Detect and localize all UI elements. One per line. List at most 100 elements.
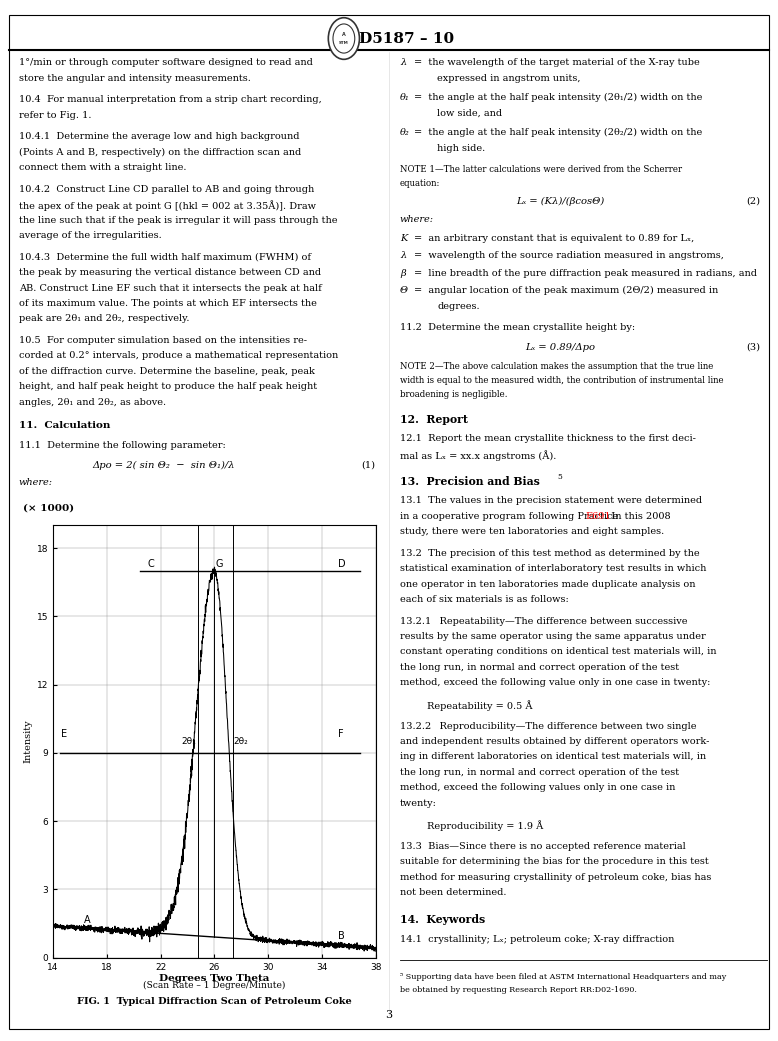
Circle shape (328, 18, 359, 59)
Text: Repeatability = 0.5 Å: Repeatability = 0.5 Å (427, 700, 533, 711)
Text: broadening is negligible.: broadening is negligible. (400, 389, 507, 399)
Text: not been determined.: not been determined. (400, 888, 506, 897)
Text: 3: 3 (385, 1010, 393, 1020)
Text: results by the same operator using the same apparatus under: results by the same operator using the s… (400, 632, 706, 641)
Text: D5187 – 10: D5187 – 10 (359, 31, 454, 46)
Text: (Points A and B, respectively) on the diffraction scan and: (Points A and B, respectively) on the di… (19, 148, 301, 157)
Text: where:: where: (400, 215, 434, 224)
Text: =  line breadth of the pure diffraction peak measured in radians, and: = line breadth of the pure diffraction p… (414, 269, 757, 278)
Text: 13.2.1   Repeatability—The difference between successive: 13.2.1 Repeatability—The difference betw… (400, 616, 688, 626)
Text: E691: E691 (585, 512, 611, 520)
Text: 14.1  crystallinity; Lₓ; petroleum coke; X-ray diffraction: 14.1 crystallinity; Lₓ; petroleum coke; … (400, 935, 675, 943)
Text: height, and half peak height to produce the half peak height: height, and half peak height to produce … (19, 382, 317, 391)
Text: 13.2  The precision of this test method as determined by the: 13.2 The precision of this test method a… (400, 549, 699, 558)
Text: 10.5  For computer simulation based on the intensities re-: 10.5 For computer simulation based on th… (19, 336, 307, 345)
Text: Δpo = 2( sin Θ₂  −  sin Θ₁)/λ: Δpo = 2( sin Θ₂ − sin Θ₁)/λ (92, 460, 235, 469)
Text: FIG. 1  Typical Diffraction Scan of Petroleum Coke: FIG. 1 Typical Diffraction Scan of Petro… (77, 997, 352, 1007)
Text: 10.4.1  Determine the average low and high background: 10.4.1 Determine the average low and hig… (19, 132, 300, 142)
Text: AB. Construct Line EF such that it intersects the peak at half: AB. Construct Line EF such that it inter… (19, 283, 321, 293)
Text: 11.  Calculation: 11. Calculation (19, 422, 110, 430)
Text: expressed in angstrom units,: expressed in angstrom units, (437, 74, 580, 82)
Text: 13.3  Bias—Since there is no accepted reference material: 13.3 Bias—Since there is no accepted ref… (400, 842, 685, 850)
Text: (3): (3) (746, 342, 760, 352)
Text: method, exceed the following values only in one case in: method, exceed the following values only… (400, 783, 675, 792)
Text: suitable for determining the bias for the procedure in this test: suitable for determining the bias for th… (400, 858, 709, 866)
Text: constant operating conditions on identical test materials will, in: constant operating conditions on identic… (400, 648, 717, 657)
Text: method for measuring crystallinity of petroleum coke, bias has: method for measuring crystallinity of pe… (400, 872, 711, 882)
Text: F: F (338, 730, 344, 739)
Text: ⁵ Supporting data have been filed at ASTM International Headquarters and may: ⁵ Supporting data have been filed at AST… (400, 973, 726, 981)
Text: 13.1  The values in the precision statement were determined: 13.1 The values in the precision stateme… (400, 497, 702, 505)
Text: degrees.: degrees. (437, 302, 480, 310)
Text: average of the irregularities.: average of the irregularities. (19, 231, 161, 240)
Text: low side, and: low side, and (437, 108, 503, 118)
Text: E: E (61, 730, 67, 739)
Circle shape (333, 24, 355, 53)
Text: A: A (84, 915, 90, 924)
Text: each of six materials is as follows:: each of six materials is as follows: (400, 595, 569, 604)
Text: (2): (2) (746, 197, 760, 206)
Text: =  an arbitrary constant that is equivalent to 0.89 for Lₓ,: = an arbitrary constant that is equivale… (414, 234, 694, 243)
Text: 10.4  For manual interpretation from a strip chart recording,: 10.4 For manual interpretation from a st… (19, 96, 321, 104)
Text: 1°/min or through computer software designed to read and: 1°/min or through computer software desi… (19, 58, 313, 68)
Text: . In this 2008: . In this 2008 (605, 512, 670, 520)
Text: connect them with a straight line.: connect them with a straight line. (19, 163, 186, 172)
Text: D: D (338, 559, 345, 568)
Text: 2θ₂: 2θ₂ (234, 737, 249, 746)
Text: λ: λ (400, 251, 406, 260)
Text: 10.4.3  Determine the full width half maximum (FWHM) of: 10.4.3 Determine the full width half max… (19, 253, 310, 261)
Text: in a cooperative program following Practice: in a cooperative program following Pract… (400, 512, 622, 520)
Text: equation:: equation: (400, 179, 440, 188)
Text: the peak by measuring the vertical distance between CD and: the peak by measuring the vertical dista… (19, 269, 321, 277)
Text: store the angular and intensity measurements.: store the angular and intensity measurem… (19, 74, 251, 82)
Text: 12.1  Report the mean crystallite thickness to the first deci-: 12.1 Report the mean crystallite thickne… (400, 434, 696, 443)
Text: NOTE 2—The above calculation makes the assumption that the true line: NOTE 2—The above calculation makes the a… (400, 362, 713, 372)
Text: 12.  Report: 12. Report (400, 414, 468, 425)
Text: Lₓ = (Kλ)/(βcosΘ): Lₓ = (Kλ)/(βcosΘ) (516, 197, 605, 206)
Text: K: K (400, 234, 407, 243)
Text: (Scan Rate – 1 Degree/Minute): (Scan Rate – 1 Degree/Minute) (143, 981, 286, 990)
Text: Θ: Θ (400, 286, 408, 296)
Text: (1): (1) (361, 460, 375, 469)
Text: width is equal to the measured width, the contribution of instrumental line: width is equal to the measured width, th… (400, 376, 724, 385)
Text: 2θ₁: 2θ₁ (181, 737, 196, 746)
Text: =  wavelength of the source radiation measured in angstroms,: = wavelength of the source radiation mea… (414, 251, 724, 260)
Text: =  the wavelength of the target material of the X-ray tube: = the wavelength of the target material … (414, 58, 699, 68)
Text: λ: λ (400, 58, 406, 68)
Text: and independent results obtained by different operators work-: and independent results obtained by diff… (400, 737, 710, 746)
Text: 5: 5 (557, 473, 562, 481)
Text: statistical examination of interlaboratory test results in which: statistical examination of interlaborato… (400, 564, 706, 574)
Text: β: β (400, 269, 405, 278)
Text: ing in different laboratories on identical test materials will, in: ing in different laboratories on identic… (400, 753, 706, 761)
Text: high side.: high side. (437, 144, 485, 153)
Text: G: G (216, 559, 223, 568)
Text: =  the angle at the half peak intensity (2θ₁/2) width on the: = the angle at the half peak intensity (… (414, 94, 703, 102)
Text: θ₁: θ₁ (400, 94, 410, 102)
Y-axis label: Intensity: Intensity (23, 719, 33, 763)
Text: one operator in ten laboratories made duplicate analysis on: one operator in ten laboratories made du… (400, 580, 696, 588)
Text: 11.2  Determine the mean crystallite height by:: 11.2 Determine the mean crystallite heig… (400, 324, 635, 332)
Text: 14.  Keywords: 14. Keywords (400, 914, 485, 925)
Text: the long run, in normal and correct operation of the test: the long run, in normal and correct oper… (400, 663, 679, 671)
Text: C: C (147, 559, 154, 568)
Text: =  angular location of the peak maximum (2Θ/2) measured in: = angular location of the peak maximum (… (414, 286, 718, 296)
Text: Lₓ = 0.89/Δpo: Lₓ = 0.89/Δpo (525, 342, 595, 352)
Text: =  the angle at the half peak intensity (2θ₂/2) width on the: = the angle at the half peak intensity (… (414, 128, 703, 137)
X-axis label: Degrees Two Theta: Degrees Two Theta (159, 974, 269, 984)
Text: the long run, in normal and correct operation of the test: the long run, in normal and correct oper… (400, 768, 679, 777)
Text: the apex of the peak at point G [(hkl = 002 at 3.35Å)]. Draw: the apex of the peak at point G [(hkl = … (19, 200, 316, 211)
Text: method, exceed the following value only in one case in twenty:: method, exceed the following value only … (400, 679, 710, 687)
Text: B: B (338, 931, 345, 941)
Text: mal as Lₓ = xx.x angstroms (Å).: mal as Lₓ = xx.x angstroms (Å). (400, 450, 556, 460)
Text: angles, 2θ₁ and 2θ₂, as above.: angles, 2θ₁ and 2θ₂, as above. (19, 398, 166, 407)
Text: of the diffraction curve. Determine the baseline, peak, peak: of the diffraction curve. Determine the … (19, 366, 314, 376)
Text: 11.1  Determine the following parameter:: 11.1 Determine the following parameter: (19, 441, 226, 450)
Text: STM: STM (339, 41, 349, 45)
Text: Reproducibility = 1.9 Å: Reproducibility = 1.9 Å (427, 820, 543, 831)
Text: refer to Fig. 1.: refer to Fig. 1. (19, 110, 91, 120)
Text: 10.4.2  Construct Line CD parallel to AB and going through: 10.4.2 Construct Line CD parallel to AB … (19, 185, 314, 194)
Text: (× 1000): (× 1000) (23, 504, 74, 513)
Text: the line such that if the peak is irregular it will pass through the: the line such that if the peak is irregu… (19, 215, 337, 225)
Text: where:: where: (19, 478, 53, 487)
Text: of its maximum value. The points at which EF intersects the: of its maximum value. The points at whic… (19, 299, 317, 308)
